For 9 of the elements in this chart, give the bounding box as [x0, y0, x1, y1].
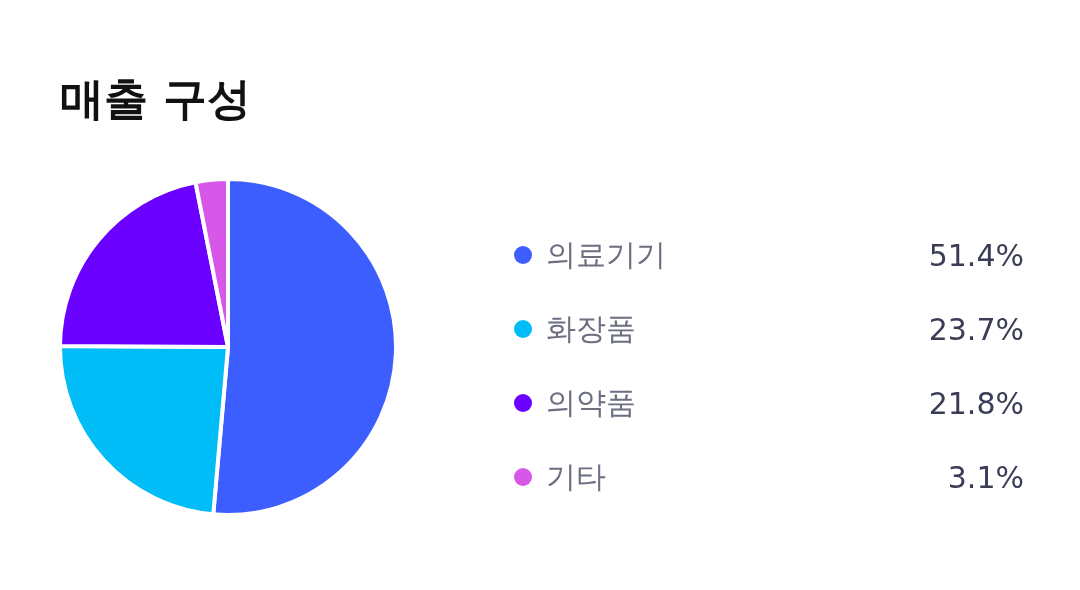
data-label: 23.7%: [928, 311, 1024, 347]
data-label: 51.4%: [928, 237, 1024, 273]
legend-label: 기타: [546, 457, 607, 496]
legend-label: 의약품: [546, 383, 637, 422]
data-label: 21.8%: [928, 385, 1024, 421]
chart-title: 매출 구성: [60, 72, 252, 126]
legend-label: 의료기기: [546, 235, 667, 274]
legend-label: 화장품: [546, 309, 637, 348]
data-label: 3.1%: [947, 459, 1024, 495]
